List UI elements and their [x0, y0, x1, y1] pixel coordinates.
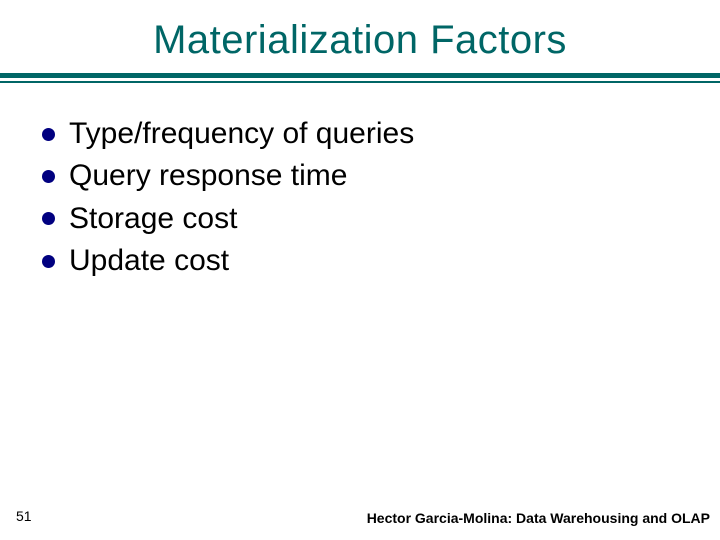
list-item: Update cost — [42, 242, 678, 280]
list-item: Type/frequency of queries — [42, 115, 678, 153]
bullet-icon — [42, 212, 55, 225]
list-item: Query response time — [42, 157, 678, 195]
footer-attribution: Hector Garcia-Molina: Data Warehousing a… — [367, 510, 710, 526]
slide: Materialization Factors Type/frequency o… — [0, 0, 720, 540]
bullet-label: Storage cost — [69, 200, 237, 238]
slide-body: Type/frequency of queries Query response… — [0, 83, 720, 281]
page-number: 51 — [16, 508, 32, 524]
bullet-label: Update cost — [69, 242, 229, 280]
divider-rule-top — [0, 73, 720, 78]
bullet-icon — [42, 128, 55, 141]
list-item: Storage cost — [42, 200, 678, 238]
bullet-label: Query response time — [69, 157, 347, 195]
slide-title: Materialization Factors — [0, 0, 720, 73]
bullet-icon — [42, 170, 55, 183]
bullet-icon — [42, 255, 55, 268]
bullet-label: Type/frequency of queries — [69, 115, 414, 153]
